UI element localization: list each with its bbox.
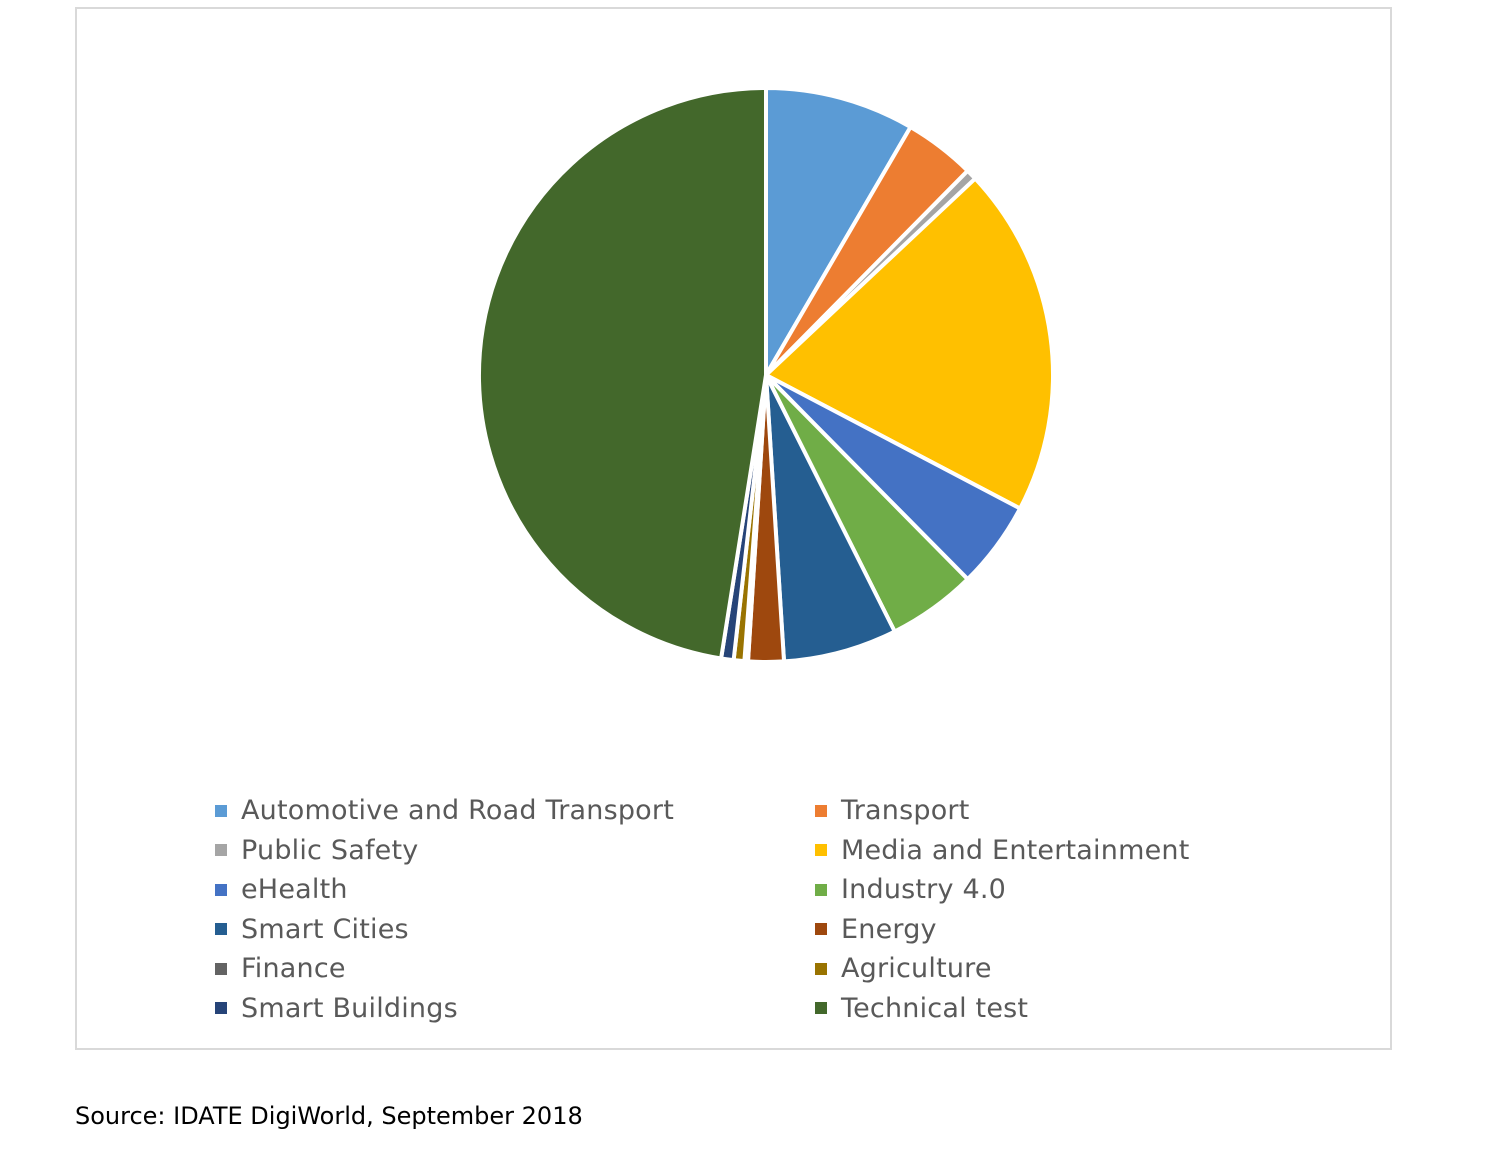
legend-swatch bbox=[815, 962, 827, 975]
legend-swatch bbox=[215, 844, 227, 857]
legend-item-automotive-and-road-transport: Automotive and Road Transport bbox=[215, 791, 815, 831]
legend-swatch bbox=[815, 804, 827, 817]
legend-label: Technical test bbox=[841, 992, 1029, 1024]
legend-swatch bbox=[215, 883, 227, 896]
legend-label: Industry 4.0 bbox=[841, 874, 1006, 906]
legend-swatch bbox=[815, 883, 827, 896]
legend-label: Smart Buildings bbox=[241, 992, 458, 1024]
pie-slice-media-and-entertainment bbox=[764, 176, 1055, 511]
legend-swatch bbox=[215, 804, 227, 817]
legend-item-technical-test: Technical test bbox=[815, 989, 1255, 1029]
legend-item-finance: Finance bbox=[215, 949, 815, 989]
legend-label: Transport bbox=[841, 795, 970, 827]
legend: Automotive and Road Transport Transport Pu… bbox=[215, 791, 1265, 1028]
legend-label: Public Safety bbox=[241, 834, 419, 866]
legend-item-smart-cities: Smart Cities bbox=[215, 910, 815, 950]
legend-label: eHealth bbox=[241, 874, 348, 906]
pie-slices bbox=[476, 86, 1055, 664]
chart-area: Automotive and Road Transport Transport Pu… bbox=[75, 7, 1392, 1050]
source-note: Source: IDATE DigiWorld, September 2018 bbox=[75, 1102, 583, 1130]
legend-item-agriculture: Agriculture bbox=[815, 949, 1255, 989]
legend-swatch bbox=[815, 923, 827, 936]
pie-chart bbox=[476, 86, 1055, 664]
pie-slice-automotive-and-road-transport bbox=[764, 86, 913, 377]
legend-swatch bbox=[815, 1002, 827, 1015]
legend-label: Energy bbox=[841, 913, 937, 945]
legend-item-transport: Transport bbox=[815, 791, 1255, 831]
legend-item-smart-buildings: Smart Buildings bbox=[215, 989, 815, 1029]
legend-label: Smart Cities bbox=[241, 913, 409, 945]
pie-slice-technical-test bbox=[476, 86, 768, 661]
legend-swatch bbox=[215, 962, 227, 975]
legend-item-energy: Energy bbox=[815, 910, 1255, 950]
legend-label: Media and Entertainment bbox=[841, 834, 1190, 866]
legend-item-ehealth: eHealth bbox=[215, 870, 815, 910]
legend-label: Automotive and Road Transport bbox=[241, 795, 674, 827]
legend-swatch bbox=[215, 1002, 227, 1015]
legend-label: Agriculture bbox=[841, 953, 992, 985]
legend-swatch bbox=[215, 923, 227, 936]
legend-item-public-safety: Public Safety bbox=[215, 831, 815, 871]
legend-swatch bbox=[815, 844, 827, 857]
legend-item-media-and-entertainment: Media and Entertainment bbox=[815, 831, 1255, 871]
pie-slice-smart-cities bbox=[764, 373, 897, 664]
legend-label: Finance bbox=[241, 953, 346, 985]
legend-item-industry-4-0: Industry 4.0 bbox=[815, 870, 1255, 910]
